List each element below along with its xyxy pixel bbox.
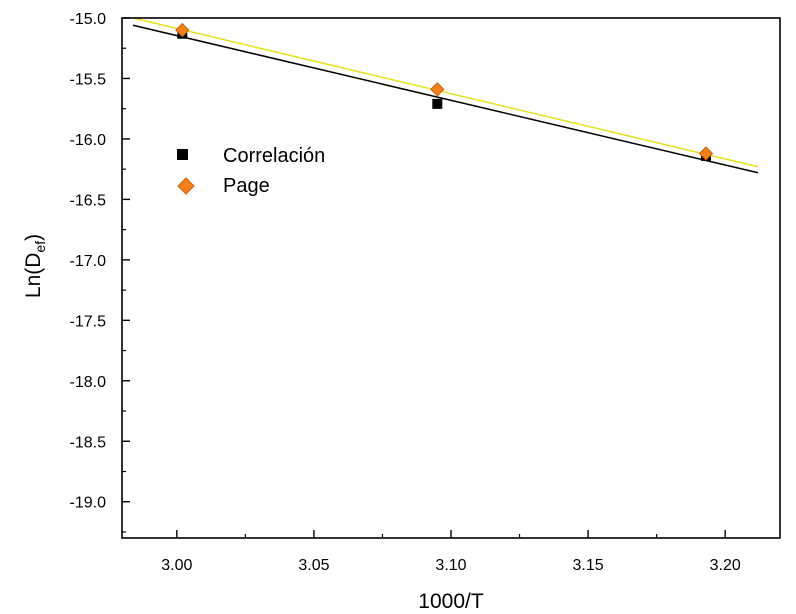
y-tick-label: -17.0: [70, 253, 107, 270]
fit-lines: [132, 17, 759, 174]
x-tick-label: 3.15: [573, 557, 604, 574]
legend-marker-page: [177, 177, 195, 195]
y-tick-label: -18.5: [70, 434, 107, 451]
plot-area: [121, 17, 781, 539]
x-tick-labels: 3.00 3.05 3.10 3.15 3.20: [161, 557, 741, 574]
y-tick-label: -18.0: [70, 374, 107, 391]
data-point-correlacion: [432, 98, 443, 109]
legend-label-page: Page: [223, 175, 270, 197]
y-tick-label: -15.5: [70, 71, 107, 88]
data-point-page: [698, 146, 714, 161]
y-tick-label: -17.5: [70, 313, 107, 330]
fit-line-correlacion: [132, 24, 759, 174]
data-points: [175, 22, 714, 161]
legend-label-correlacion: Correlación: [223, 145, 325, 167]
y-axis-title-sub: ef: [32, 241, 48, 253]
y-tick-label: -19.0: [70, 495, 107, 512]
y-tick-label: -16.5: [70, 192, 107, 209]
data-point-page: [430, 82, 445, 97]
legend-marker-correlacion: [177, 149, 188, 160]
y-axis-title-close: ): [22, 234, 45, 241]
fit-line-page: [132, 17, 759, 168]
legend: Correlación Page: [177, 145, 325, 197]
x-tick-label: 3.20: [710, 557, 741, 574]
axis-ticks: [122, 17, 726, 538]
y-axis-title-main: Ln(D: [22, 253, 45, 299]
y-tick-labels: -15.0 -15.5 -16.0 -16.5 -17.0 -17.5 -18.0 -18.5…: [70, 11, 107, 512]
x-axis-title: 1000/T: [418, 590, 484, 613]
y-axis-title: Ln(Def): [22, 234, 48, 298]
x-tick-label: 3.05: [298, 557, 329, 574]
x-tick-label: 3.00: [161, 557, 192, 574]
x-tick-label: 3.10: [435, 557, 466, 574]
data-point-page: [175, 22, 190, 38]
y-tick-label: -15.0: [70, 11, 107, 28]
y-tick-label: -16.0: [70, 132, 107, 149]
